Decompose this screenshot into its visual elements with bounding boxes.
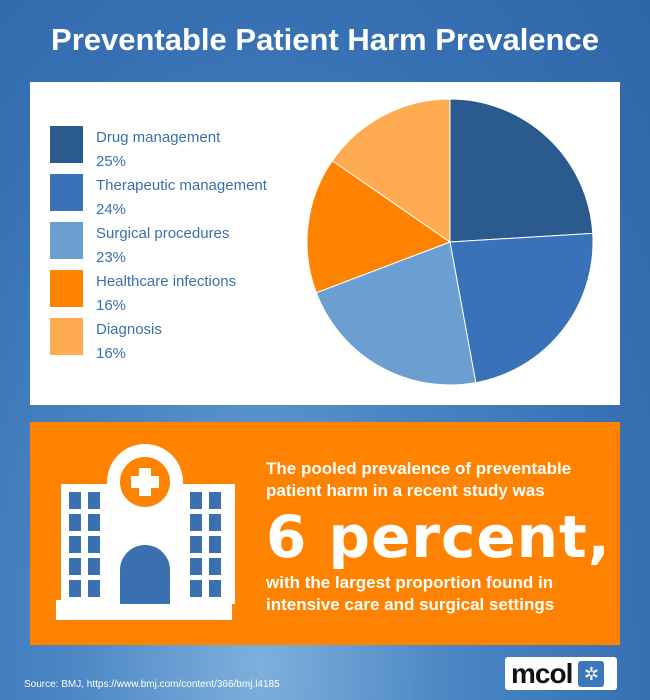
- pie-slice: [306, 160, 452, 294]
- legend-swatch: [50, 174, 83, 211]
- legend-label: Healthcare infections: [96, 273, 237, 290]
- legend-swatch: [50, 222, 83, 259]
- pie-chart: [306, 98, 594, 386]
- chart-panel: Drug management 25% Therapeutic management…: [30, 82, 620, 405]
- legend-item: Healthcare infections 16%: [50, 270, 236, 318]
- legend-item: Drug management 25%: [50, 126, 220, 174]
- legend-label: Therapeutic management: [96, 177, 267, 194]
- legend-value: 24%: [96, 201, 127, 218]
- hospital-icon: [56, 444, 235, 620]
- legend-swatch: [50, 318, 83, 355]
- legend-value: 25%: [96, 153, 127, 170]
- pie-slice: [449, 232, 594, 384]
- pie-slice: [331, 98, 451, 243]
- legend-value: 23%: [96, 249, 127, 266]
- legend-label: Diagnosis: [96, 321, 162, 338]
- pie-slice: [449, 98, 594, 243]
- source-citation: Source: BMJ, https://www.bmj.com/content…: [24, 679, 280, 690]
- logo-text: mcol: [511, 657, 573, 689]
- legend-item: Surgical procedures 23%: [50, 222, 229, 270]
- info-line: The pooled prevalence of preventable: [266, 459, 572, 478]
- info-line: with the largest proportion found in: [266, 573, 554, 592]
- mcol-logo: mcol ✲: [505, 657, 617, 690]
- legend-value: 16%: [96, 345, 127, 362]
- info-line: patient harm in a recent study was: [266, 481, 545, 500]
- legend-label: Drug management: [96, 129, 221, 146]
- legend-value: 16%: [96, 297, 127, 314]
- logo-mark-icon: ✲: [578, 660, 605, 687]
- info-panel: The pooled prevalence of preventable pat…: [30, 422, 620, 645]
- page-title: Preventable Patient Harm Prevalence: [51, 22, 599, 57]
- headline-stat: 6 percent,: [266, 503, 611, 571]
- legend-swatch: [50, 270, 83, 307]
- legend-item: Diagnosis 16%: [50, 318, 162, 366]
- legend-label: Surgical procedures: [96, 225, 230, 242]
- legend-swatch: [50, 126, 83, 163]
- info-line: intensive care and surgical settings: [266, 595, 555, 614]
- legend-item: Therapeutic management 24%: [50, 174, 267, 222]
